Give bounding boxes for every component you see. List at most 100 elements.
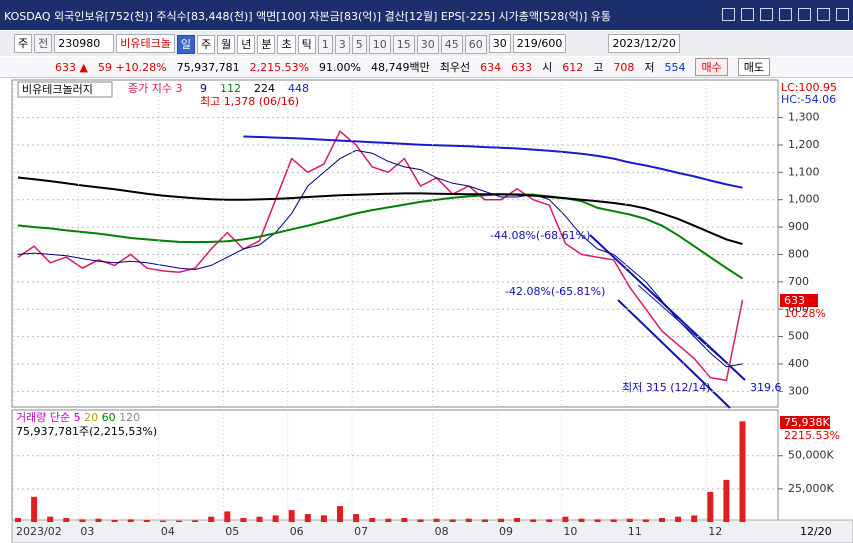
legend-ma: 120 (119, 411, 140, 424)
prev[interactable]: 전 (34, 34, 53, 53)
volume-bar (192, 520, 199, 522)
volume-ratio: 2,215.53% (249, 60, 310, 74)
y-tick-label: 800 (788, 247, 809, 260)
legend-item: 112 (220, 82, 241, 95)
annotation-drop: -42.08%(-65.81%) (505, 285, 605, 298)
toolbar-button[interactable]: 5 (351, 35, 367, 54)
volume-bar (240, 518, 247, 522)
toolbar-button[interactable]: 45 (440, 35, 463, 54)
toolbar-button[interactable]: 30 (416, 35, 439, 54)
legend-ma: 60 (102, 411, 116, 424)
icon[interactable] (760, 8, 773, 21)
toolbar-button[interactable]: 일 (176, 35, 195, 54)
annotation-drop: -44.08%(-68.61%) (490, 229, 590, 242)
last-volume-ratio: 2215.53% (784, 429, 840, 442)
code[interactable]: 230980 (54, 34, 115, 53)
annotation-high: 최고 1,378 (06/16) (200, 95, 299, 108)
icon[interactable] (836, 8, 849, 21)
volume-bar (707, 491, 714, 522)
x-tick-label: 09 (499, 525, 513, 538)
icon[interactable] (779, 8, 792, 21)
toolbar-button[interactable]: 3 (334, 35, 350, 54)
volume-bar (208, 516, 215, 522)
price-line (243, 135, 743, 189)
strength: 91.00% (319, 60, 361, 74)
y-tick-label: 1,200 (788, 138, 820, 151)
toolbar-button[interactable]: 15 (392, 35, 415, 54)
volume-bar (159, 520, 166, 522)
legend-item: 종가 지수 3 (128, 82, 182, 95)
toolbar-button[interactable]: 60 (464, 35, 487, 54)
volume-bar (675, 516, 682, 522)
legend-title: 비유테크놀러지 (22, 83, 93, 96)
toolbar-button[interactable]: 10 (368, 35, 391, 54)
toolbar-button[interactable]: 년 (237, 35, 256, 54)
annotation-low: 최저 315 (12/14) (622, 381, 711, 394)
x-tick-label: 10 (563, 525, 577, 538)
volume-bar (47, 516, 54, 522)
stock-info: KOSDAQ 외국인보유[752(천)] 주식수[83,448(천)] 액면[1… (4, 10, 612, 23)
y-tick-label: 300 (788, 384, 809, 397)
title-bar: KOSDAQ 외국인보유[752(천)] 주식수[83,448(천)] 액면[1… (0, 0, 853, 30)
legend-item: 448 (288, 82, 309, 95)
high-label: 고 (593, 61, 604, 74)
amount: 48,749백만 (370, 61, 430, 74)
volume-bar (304, 514, 311, 522)
volume-bar (481, 519, 488, 522)
price-panel (11, 79, 779, 408)
x-tick-label: 04 (161, 525, 175, 538)
legend-volume: 거래량 (16, 411, 46, 424)
lc-label: LC:100.95 (781, 81, 837, 94)
price-box (780, 294, 818, 307)
volume-bar (530, 519, 537, 522)
x-tick-label: 11 (628, 525, 642, 538)
toolbar-button[interactable]: 틱 (297, 35, 316, 54)
x-tick-label: 07 (354, 525, 368, 538)
toolbar-button[interactable]: 주 (196, 35, 216, 54)
buy-button[interactable]: 매수 (695, 58, 728, 76)
window-icons (722, 8, 849, 21)
volume-bar (79, 519, 86, 522)
date[interactable]: 2023/12/20 (608, 34, 680, 53)
toolbar-button[interactable]: 1 (317, 35, 333, 54)
icon[interactable] (741, 8, 754, 21)
icon[interactable] (798, 8, 811, 21)
icon[interactable] (722, 8, 735, 21)
chart: 종가 지수 3 9 112 224 448 1,300 1,200 1,100 1,000 900… (11, 79, 853, 543)
volume-bar (15, 518, 21, 522)
volume-box (780, 416, 830, 429)
y-tick-label: 1,300 (788, 111, 820, 124)
y-tick-label: 500 (788, 330, 809, 343)
end-date: 12/20 (800, 525, 832, 538)
volume-bar (739, 421, 746, 522)
interval-select[interactable]: 30 (488, 34, 511, 53)
best-label: 최우선 (439, 61, 471, 74)
ask: 634 (480, 60, 502, 74)
low: 554 (664, 60, 686, 74)
volume-bar (256, 516, 263, 522)
price-line (17, 193, 744, 280)
price: 633 ▲ (55, 60, 88, 74)
sell-button[interactable]: 매도 (737, 58, 770, 76)
volume-legend: 거래량 단순 5 20 60 120 (16, 411, 140, 424)
y-tick-label: 25,000K (788, 482, 834, 495)
market[interactable]: 주 (14, 34, 33, 53)
toolbar-button[interactable]: 분 (257, 35, 276, 54)
intervals: 1 3 5 10 15 30 45 60 (317, 35, 487, 54)
last-volume: 75,938K (784, 416, 830, 429)
x-tick-label: 12 (708, 525, 722, 538)
volume-bar (95, 518, 102, 522)
open: 612 (562, 60, 584, 74)
stock-name[interactable]: 비유테크놀 (116, 34, 175, 53)
toolbar-button[interactable]: 초 (277, 35, 296, 54)
icon[interactable] (817, 8, 830, 21)
y-tick-label: 1,100 (788, 165, 820, 178)
legend-ma: 20 (84, 411, 98, 424)
y-tick-label: 700 (788, 275, 809, 288)
volume-bar (111, 520, 118, 522)
volume-bar (723, 479, 730, 522)
volume-bar (417, 519, 424, 522)
toolbar-button[interactable]: 월 (217, 35, 236, 54)
open-label: 시 (542, 61, 553, 74)
